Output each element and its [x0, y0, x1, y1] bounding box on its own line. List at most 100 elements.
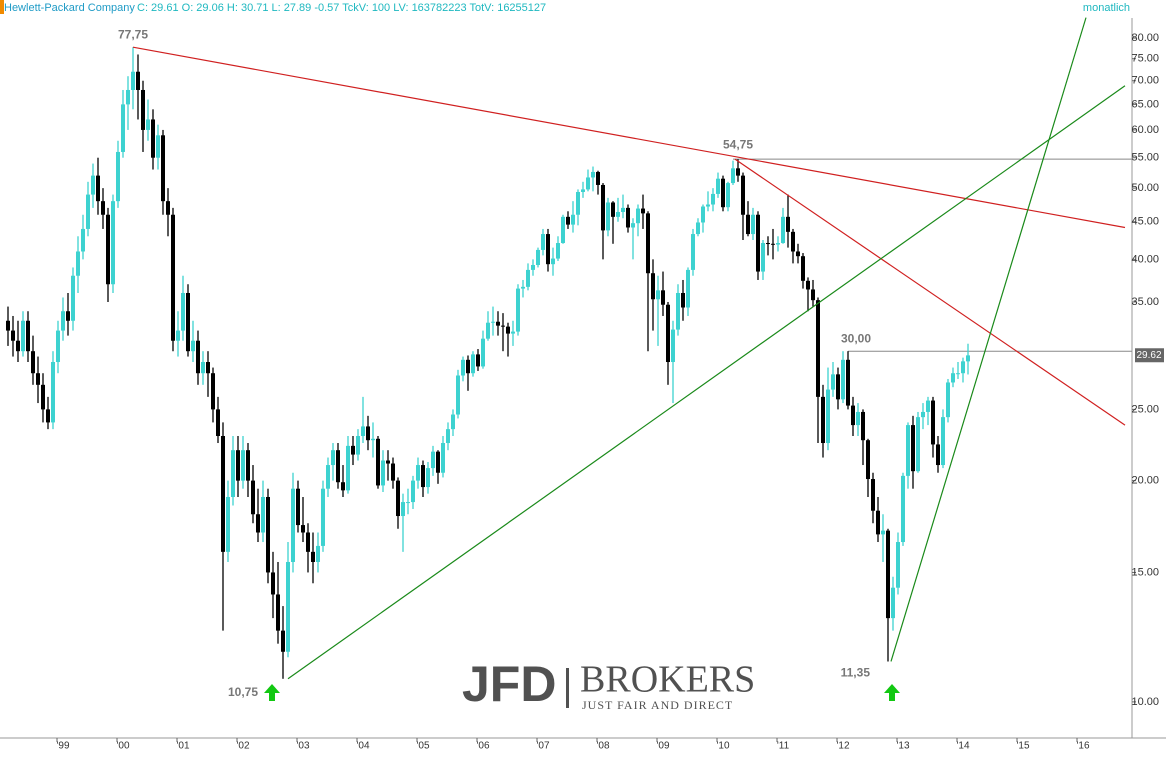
- candle-body: [426, 468, 430, 488]
- candle-body: [461, 359, 465, 376]
- chart-title: Hewlett-Packard Company: [4, 2, 135, 14]
- watermark-divider: [566, 668, 569, 708]
- x-tick-label: '02: [236, 741, 249, 752]
- candle-body: [446, 429, 450, 444]
- candle-body: [936, 444, 940, 466]
- arrow-up: [884, 684, 900, 701]
- candle-body: [816, 300, 820, 397]
- candle-body: [476, 354, 480, 367]
- candle-body: [341, 482, 345, 491]
- x-tick-label: '06: [476, 741, 489, 752]
- candle-body: [216, 409, 220, 437]
- candle-body: [776, 243, 780, 245]
- candle-body: [796, 251, 800, 257]
- candle-body: [201, 362, 205, 374]
- x-tick-label: '09: [656, 741, 669, 752]
- candle-body: [571, 214, 575, 225]
- candle-body: [781, 216, 785, 244]
- candle-body: [646, 213, 650, 274]
- y-tick-label: 35.00: [1131, 296, 1159, 308]
- candle-body: [401, 502, 405, 517]
- candle-body: [531, 264, 535, 270]
- candle-body: [831, 374, 835, 390]
- candle-body: [61, 311, 65, 331]
- candle-body: [26, 320, 30, 352]
- candle-body: [211, 373, 215, 410]
- candle-body: [576, 191, 580, 215]
- candle-body: [901, 475, 905, 543]
- y-tick-label: 75.00: [1131, 53, 1159, 65]
- candle-body: [601, 184, 605, 231]
- candle-body: [226, 496, 230, 552]
- candle-body: [881, 530, 885, 535]
- candle-body: [276, 594, 280, 631]
- candle-body: [736, 168, 740, 176]
- candle-body: [676, 292, 680, 330]
- candle-body: [66, 311, 70, 321]
- y-tick-label: 45.00: [1131, 216, 1159, 228]
- candle-body: [596, 171, 600, 185]
- candle-body: [396, 480, 400, 517]
- candle-body: [416, 465, 420, 481]
- candle-body: [661, 290, 665, 305]
- candle-body: [491, 321, 495, 323]
- candle-body: [706, 204, 710, 207]
- candle-body: [316, 545, 320, 562]
- x-tick-label: '01: [176, 741, 189, 752]
- y-tick-label: 50.00: [1131, 182, 1159, 194]
- candle-body: [851, 405, 855, 426]
- candle-body: [836, 374, 840, 400]
- x-tick-label: '08: [596, 741, 609, 752]
- candle-body: [51, 362, 55, 423]
- candle-body: [641, 208, 645, 214]
- candle-body: [846, 359, 850, 406]
- candle-body: [146, 119, 150, 130]
- y-tick-label: 70.00: [1131, 75, 1159, 87]
- candle-body: [681, 292, 685, 308]
- candle-body: [241, 450, 245, 481]
- candle-body: [956, 373, 960, 375]
- candle-body: [151, 119, 155, 158]
- candle-body: [421, 465, 425, 488]
- chart-info: C: 29.61 O: 29.06 H: 30.71 L: 27.89 -0.5…: [137, 2, 546, 14]
- last-price-label: 29.62: [1136, 350, 1161, 361]
- candle-body: [821, 396, 825, 444]
- candle-body: [896, 542, 900, 588]
- candle-body: [886, 530, 890, 619]
- candle-body: [616, 211, 620, 217]
- candle-body: [501, 325, 505, 327]
- candle-body: [381, 460, 385, 486]
- candle-body: [726, 183, 730, 208]
- candle-body: [391, 463, 395, 481]
- candle-body: [361, 426, 365, 437]
- candle-body: [41, 384, 45, 410]
- candle-body: [191, 340, 195, 352]
- x-tick-label: '03: [296, 741, 309, 752]
- candle-body: [91, 175, 95, 195]
- candle-body: [311, 551, 315, 562]
- candle-body: [806, 280, 810, 290]
- candle-body: [861, 411, 865, 441]
- candle-body: [926, 400, 930, 412]
- watermark: JFD BROKERS JUST FAIR AND DIRECT: [462, 656, 755, 712]
- candle-body: [106, 214, 110, 285]
- watermark-tagline: JUST FAIR AND DIRECT: [582, 698, 733, 712]
- y-tick-label: 55.00: [1131, 152, 1159, 164]
- candle-body: [916, 417, 920, 472]
- candle-body: [691, 234, 695, 270]
- candle-body: [6, 320, 10, 331]
- candle-body: [546, 234, 550, 265]
- candle-body: [866, 440, 870, 480]
- candle-body: [556, 243, 560, 259]
- candle-body: [651, 273, 655, 300]
- candle-body: [366, 426, 370, 441]
- candle-body: [456, 375, 460, 415]
- candle-body: [591, 171, 595, 178]
- candle-body: [431, 451, 435, 469]
- candle-body: [156, 135, 160, 158]
- candle-body: [31, 351, 35, 374]
- candle-body: [136, 71, 140, 90]
- candle-body: [326, 465, 330, 489]
- arrow-up: [264, 684, 280, 701]
